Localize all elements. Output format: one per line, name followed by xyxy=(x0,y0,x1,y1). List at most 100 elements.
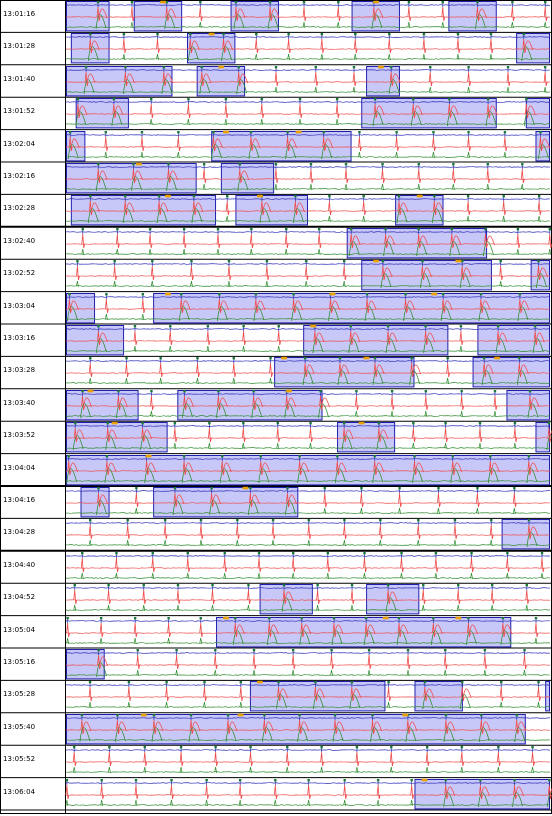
event-marker[interactable] xyxy=(329,292,336,295)
event-marker[interactable] xyxy=(377,65,384,69)
event-highlight-band[interactable] xyxy=(249,681,386,712)
event-marker[interactable] xyxy=(494,357,501,360)
strip-row[interactable]: 13:06:04 xyxy=(0,778,552,810)
strip-row[interactable]: 13:04:16 xyxy=(0,486,552,518)
strip-row[interactable]: 13:03:40 xyxy=(0,389,552,421)
event-marker[interactable] xyxy=(421,778,428,781)
strip-row[interactable]: 13:04:28 xyxy=(0,518,552,550)
event-marker[interactable] xyxy=(218,65,225,69)
event-highlight-band[interactable] xyxy=(337,422,396,453)
beat-marker xyxy=(506,65,510,69)
strip-row[interactable]: 13:04:40 xyxy=(0,551,552,583)
strip-row[interactable]: 13:02:52 xyxy=(0,259,552,291)
strip-row[interactable]: 13:05:04 xyxy=(0,616,552,648)
event-marker[interactable] xyxy=(373,259,380,263)
event-marker[interactable] xyxy=(111,421,118,425)
event-marker[interactable] xyxy=(164,292,171,295)
strip-row[interactable]: 13:03:52 xyxy=(0,421,552,453)
event-highlight-band[interactable] xyxy=(501,519,551,550)
event-highlight-band[interactable] xyxy=(70,195,217,226)
event-marker[interactable] xyxy=(455,616,462,619)
event-marker[interactable] xyxy=(431,292,438,295)
wave-mid xyxy=(202,73,212,83)
event-highlight-band[interactable] xyxy=(211,130,352,161)
event-highlight-band[interactable] xyxy=(366,584,420,615)
event-marker[interactable] xyxy=(256,195,263,198)
event-marker[interactable] xyxy=(295,130,302,133)
event-marker[interactable] xyxy=(256,681,263,684)
event-marker[interactable] xyxy=(455,259,462,263)
event-highlight-band[interactable] xyxy=(66,713,526,745)
event-highlight-band[interactable] xyxy=(259,584,313,615)
event-marker[interactable] xyxy=(160,0,167,4)
event-highlight-band[interactable] xyxy=(472,357,550,388)
beat-marker xyxy=(441,292,445,295)
event-marker[interactable] xyxy=(223,616,230,619)
ecg-trace-area xyxy=(65,519,551,550)
event-highlight-band[interactable] xyxy=(66,389,139,421)
event-highlight-band[interactable] xyxy=(361,98,497,129)
event-highlight-band[interactable] xyxy=(516,33,550,64)
event-highlight-band[interactable] xyxy=(66,130,86,161)
event-marker[interactable] xyxy=(358,421,365,425)
event-highlight-band[interactable] xyxy=(75,98,129,129)
strip-row[interactable]: 13:05:52 xyxy=(0,745,552,777)
strip-row[interactable]: 13:05:16 xyxy=(0,648,552,680)
strip-row[interactable]: 13:01:28 xyxy=(0,32,552,64)
strip-row[interactable]: 13:02:28 xyxy=(0,194,552,226)
strip-row[interactable]: 13:01:40 xyxy=(0,65,552,97)
event-marker[interactable] xyxy=(281,357,288,360)
event-marker[interactable] xyxy=(145,454,152,457)
strip-row[interactable]: 13:02:40 xyxy=(0,227,552,259)
event-marker[interactable] xyxy=(208,33,215,36)
strip-row[interactable]: 13:01:16 xyxy=(0,0,552,32)
event-highlight-band[interactable] xyxy=(448,1,497,32)
event-marker[interactable] xyxy=(382,616,389,619)
strip-row[interactable]: 13:02:16 xyxy=(0,162,552,194)
event-highlight-band[interactable] xyxy=(196,65,246,97)
event-highlight-band[interactable] xyxy=(133,1,183,32)
event-highlight-band[interactable] xyxy=(216,616,512,647)
event-highlight-band[interactable] xyxy=(177,389,323,421)
beat-marker xyxy=(379,519,382,522)
event-marker[interactable] xyxy=(373,0,380,4)
event-highlight-band[interactable] xyxy=(477,325,550,356)
event-marker[interactable] xyxy=(164,195,171,198)
event-marker[interactable] xyxy=(242,486,249,490)
strip-row[interactable]: 13:03:04 xyxy=(0,292,552,324)
event-marker[interactable] xyxy=(237,713,244,717)
strip-row[interactable]: 13:01:52 xyxy=(0,97,552,129)
trace-top xyxy=(65,166,551,168)
event-highlight-band[interactable] xyxy=(545,681,551,712)
event-marker[interactable] xyxy=(223,130,230,133)
event-highlight-band[interactable] xyxy=(66,163,197,194)
event-highlight-band[interactable] xyxy=(66,325,125,356)
event-marker[interactable] xyxy=(285,389,292,393)
event-highlight-band[interactable] xyxy=(66,1,110,32)
strip-row[interactable]: 13:04:52 xyxy=(0,583,552,615)
event-marker[interactable] xyxy=(87,389,94,393)
event-highlight-band[interactable] xyxy=(80,487,110,518)
event-marker[interactable] xyxy=(310,324,317,328)
strip-row[interactable]: 13:04:04 xyxy=(0,454,552,486)
event-highlight-band[interactable] xyxy=(414,778,551,809)
strip-row[interactable]: 13:03:28 xyxy=(0,356,552,388)
strip-row[interactable]: 13:03:16 xyxy=(0,324,552,356)
event-highlight-band[interactable] xyxy=(274,357,415,388)
event-marker[interactable] xyxy=(416,195,423,198)
event-highlight-band[interactable] xyxy=(525,98,550,129)
strip-row[interactable]: 13:05:28 xyxy=(0,680,552,712)
strip-row[interactable]: 13:02:04 xyxy=(0,130,552,162)
event-highlight-band[interactable] xyxy=(351,1,400,32)
event-highlight-band[interactable] xyxy=(230,1,279,32)
event-marker[interactable] xyxy=(140,713,147,717)
event-highlight-band[interactable] xyxy=(66,292,96,323)
event-marker[interactable] xyxy=(363,357,370,360)
event-marker[interactable] xyxy=(402,713,409,717)
event-highlight-band[interactable] xyxy=(187,33,236,64)
event-highlight-band[interactable] xyxy=(66,65,173,97)
event-highlight-band[interactable] xyxy=(414,681,463,712)
strip-row[interactable]: 13:05:40 xyxy=(0,713,552,745)
event-highlight-band[interactable] xyxy=(153,487,299,518)
event-marker[interactable] xyxy=(135,162,142,166)
